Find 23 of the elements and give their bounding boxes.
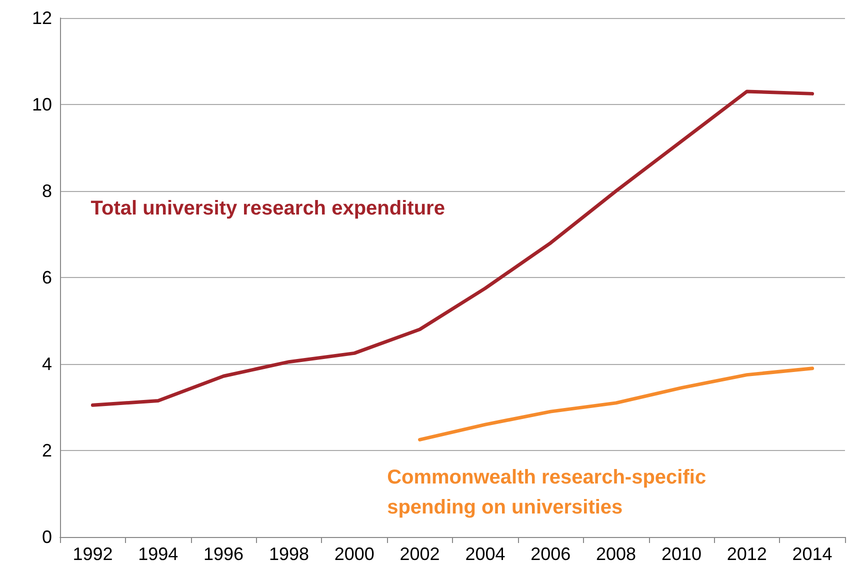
x-tick-label: 2004: [465, 544, 506, 564]
y-tick-label: 8: [42, 181, 52, 201]
y-tick-label: 12: [32, 8, 52, 28]
text: Total university research expenditure: [90, 197, 445, 220]
y-tick-label: 0: [42, 527, 52, 547]
x-tick-label: 1998: [268, 544, 309, 564]
line-series: [90, 90, 814, 407]
x-tick-label: 2006: [530, 544, 571, 564]
x-tick-label: 2000: [334, 544, 374, 564]
line-series: [418, 366, 814, 442]
x-tick-label: 2012: [726, 544, 767, 564]
text: Commonwealth research-specific spending on universities: [387, 466, 706, 519]
y-tick-label: 4: [42, 354, 52, 374]
y-tick-label: 6: [42, 268, 52, 288]
x-tick-label: 1992: [72, 544, 113, 564]
x-tick-label: 1994: [138, 544, 178, 564]
x-tick-label: 2008: [596, 544, 636, 564]
y-tick-label: 2: [42, 440, 52, 460]
x-tick-label: 2002: [400, 544, 440, 564]
x-tick-label: 2010: [661, 544, 702, 564]
x-tick-label: 1996: [204, 544, 244, 564]
x-tick-label: 2014: [792, 544, 832, 564]
y-tick-label: 10: [32, 94, 52, 114]
